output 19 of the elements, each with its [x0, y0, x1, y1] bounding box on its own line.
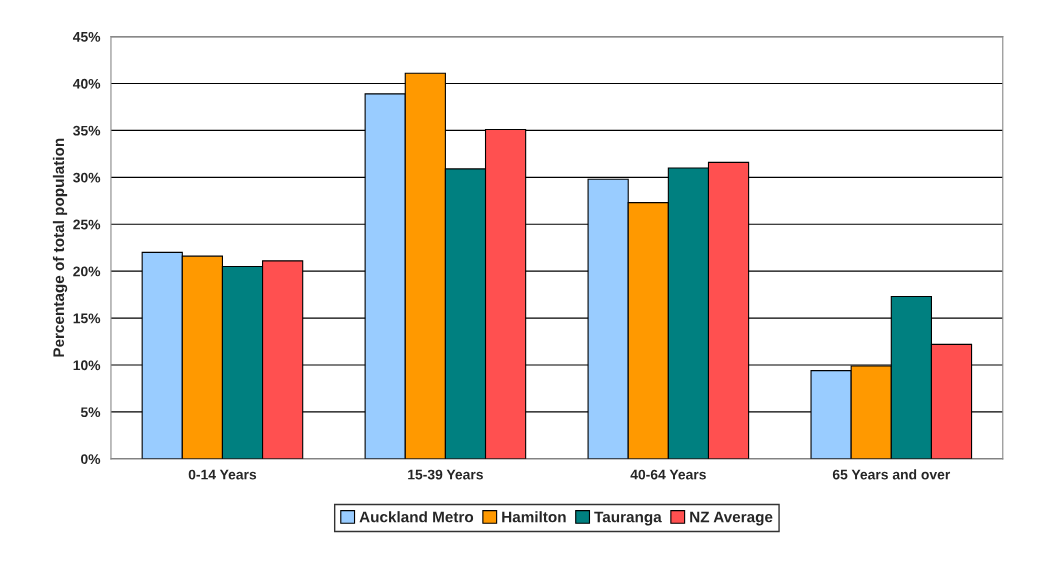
- y-tick-label: 10%: [73, 360, 101, 371]
- y-tick-label: 15%: [73, 313, 101, 324]
- y-tick-label: 30%: [73, 172, 101, 183]
- y-tick-label: 20%: [73, 266, 101, 277]
- legend-label: Auckland Metro: [359, 511, 474, 523]
- x-tick-label: 65 Years and over: [832, 469, 951, 480]
- y-tick-label: 5%: [80, 407, 101, 418]
- y-tick-label: 35%: [73, 125, 101, 136]
- y-tick-label: 45%: [72, 31, 101, 42]
- y-axis-title: Percentage of total population: [52, 138, 68, 357]
- legend-label: Tauranga: [594, 511, 662, 526]
- x-tick-label: 0-14 Years: [188, 469, 257, 480]
- legend-label: Hamilton: [502, 511, 566, 523]
- legend-label: NZ Average: [690, 511, 773, 526]
- x-tick-label: 15-39 Years: [408, 469, 483, 480]
- y-tick-label: 40%: [72, 78, 101, 89]
- y-tick-label: 25%: [73, 219, 101, 230]
- y-tick-label: 0%: [81, 454, 101, 465]
- x-tick-label: 40-64 Years: [630, 469, 706, 480]
